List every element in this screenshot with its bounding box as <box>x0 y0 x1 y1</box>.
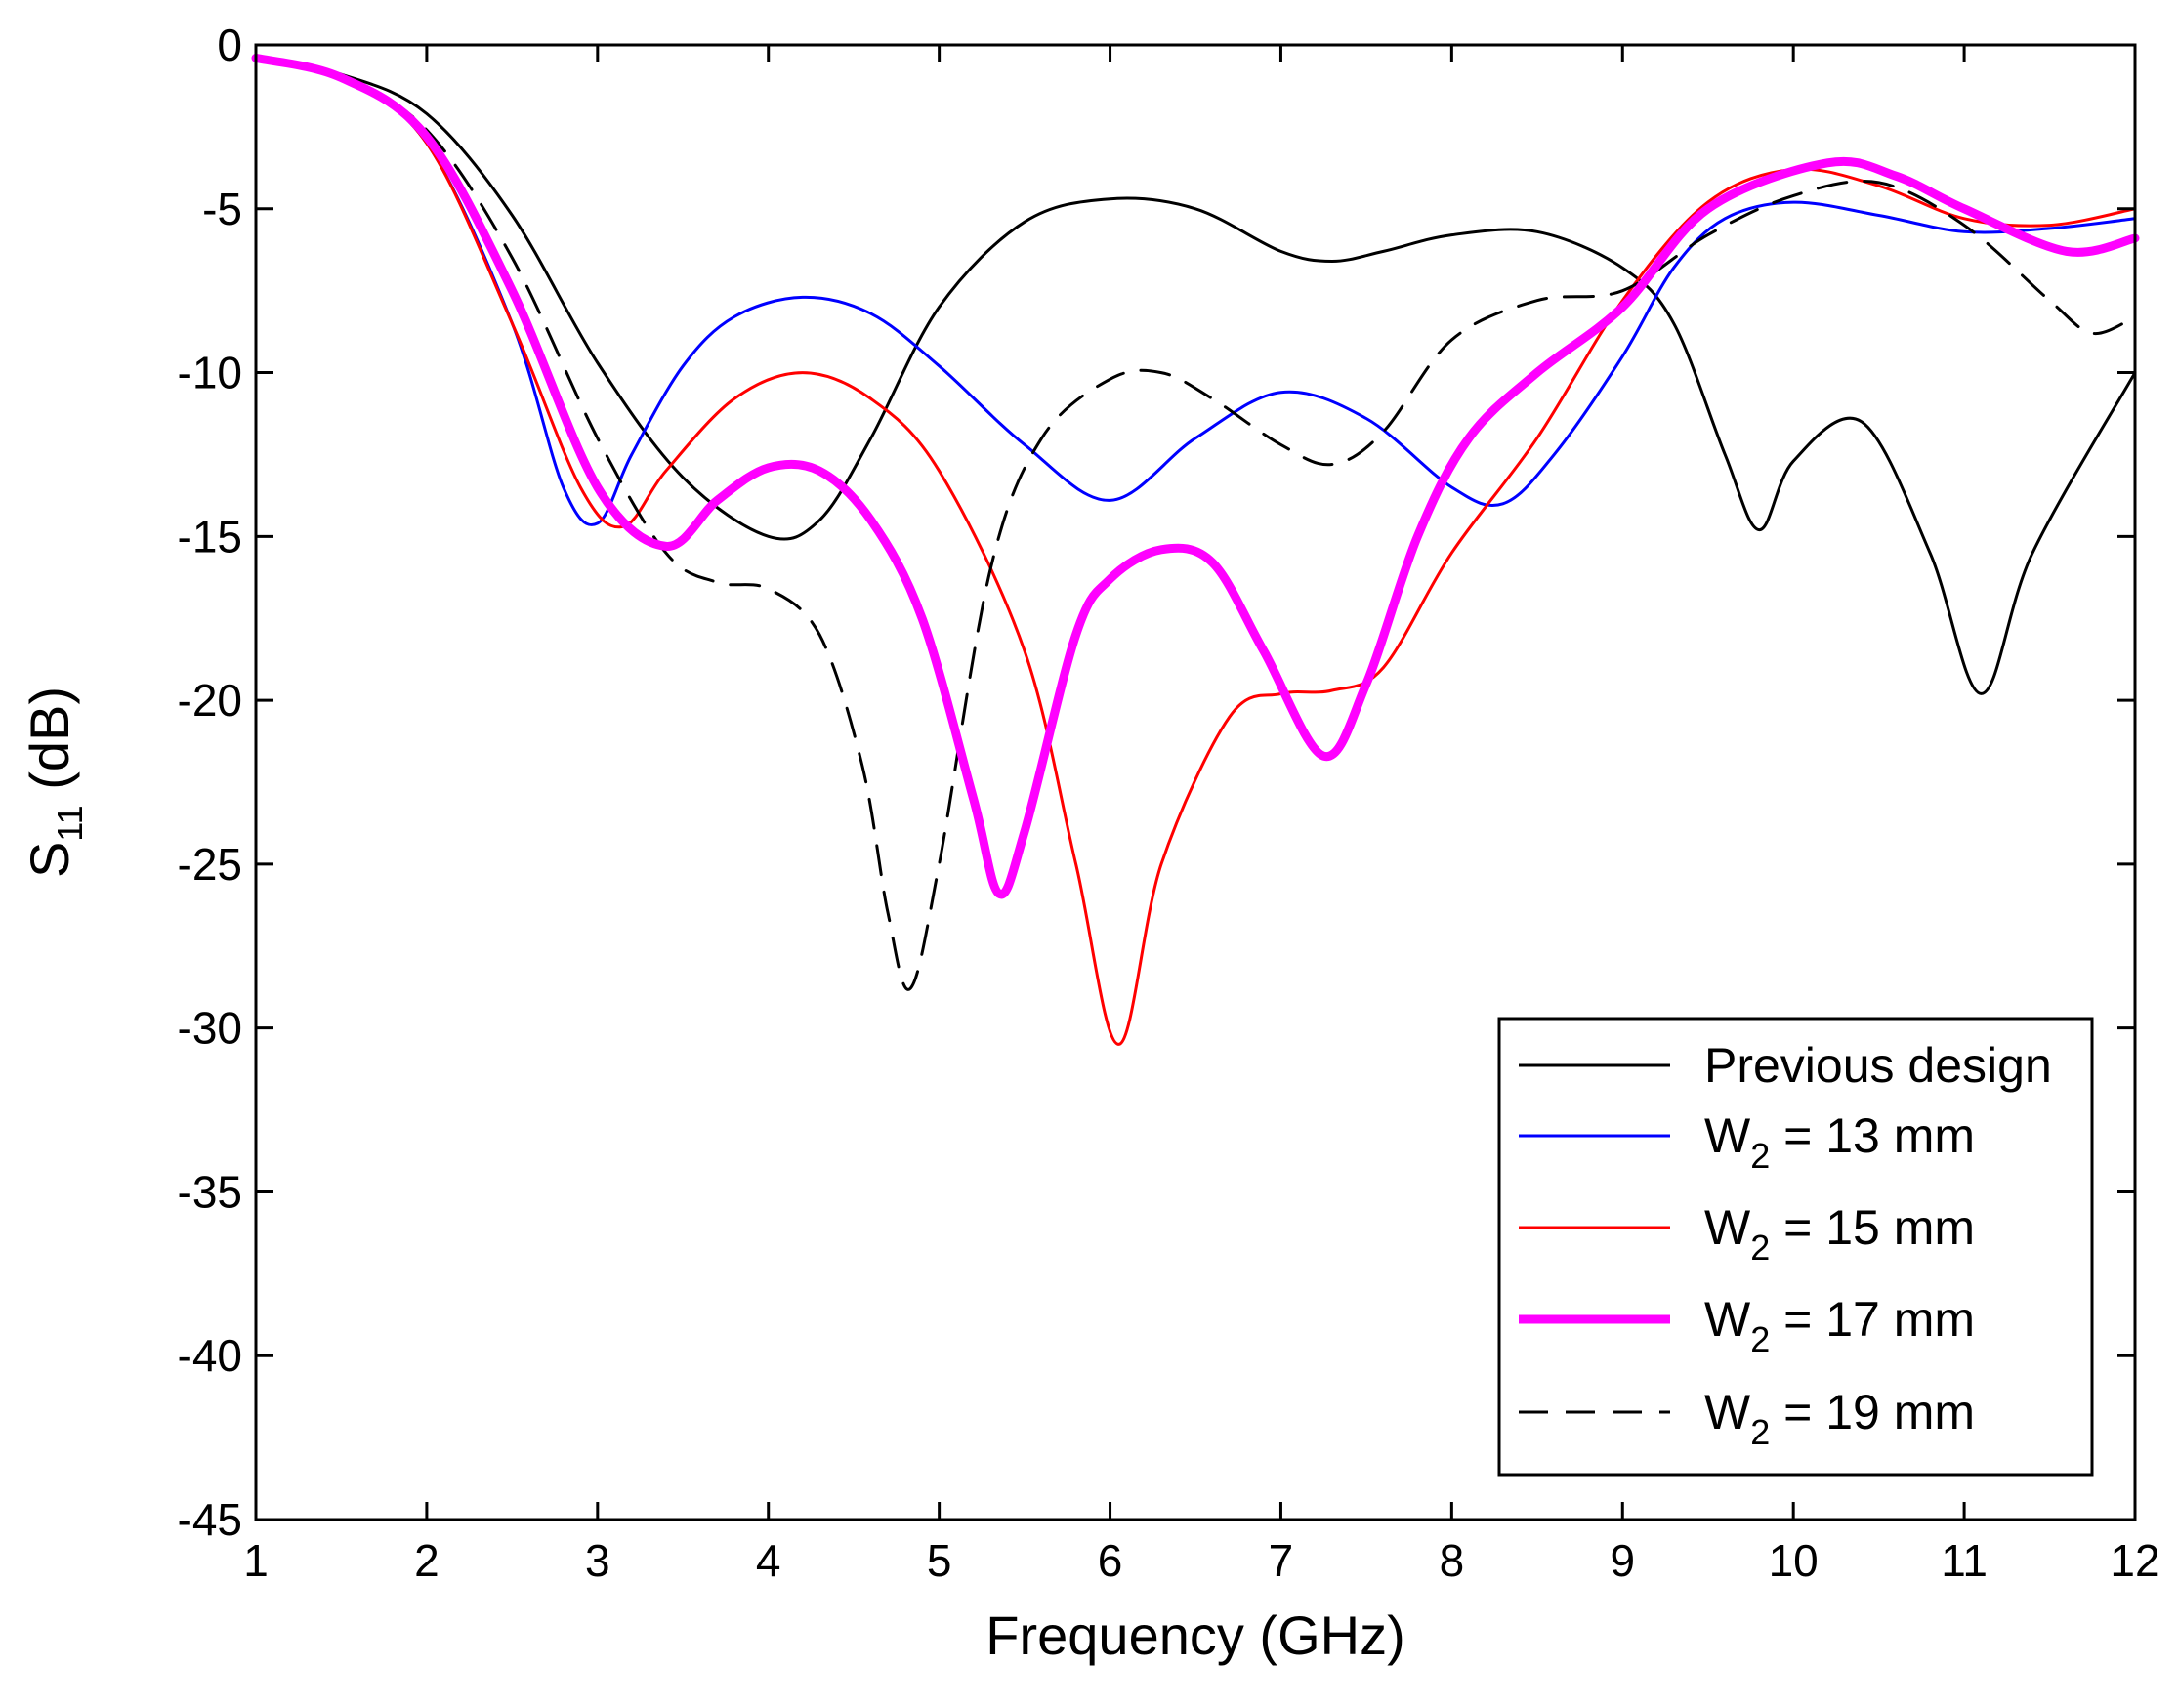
x-tick-label: 2 <box>414 1535 440 1586</box>
x-tick-label: 5 <box>927 1535 952 1586</box>
x-tick-label: 4 <box>756 1535 781 1586</box>
y-tick-label: -10 <box>178 348 242 398</box>
series-line-2 <box>254 56 2137 526</box>
legend-label-suffix: = 15 mm <box>1770 1200 1975 1255</box>
y-tick-label: -40 <box>178 1330 242 1381</box>
legend-label-base: W <box>1704 1292 1751 1347</box>
legend-label-suffix: = 17 mm <box>1770 1292 1975 1347</box>
x-tick-label: 7 <box>1269 1535 1294 1586</box>
legend-label-sub: 2 <box>1750 1319 1770 1359</box>
x-tick-label: 10 <box>1769 1535 1819 1586</box>
series-line-4 <box>251 53 2140 899</box>
series-line-5 <box>254 56 2137 991</box>
legend-label-base: Previous design <box>1704 1038 2052 1093</box>
legend-box <box>1497 1017 2094 1477</box>
legend-label-sub: 2 <box>1750 1412 1770 1452</box>
x-tick-label: 11 <box>1941 1535 1988 1586</box>
y-axis-title-suffix: (dB) <box>19 687 80 805</box>
x-tick-label: 12 <box>2110 1535 2159 1586</box>
y-axis-title: S11 (dB) <box>19 687 90 878</box>
plot-frame <box>254 43 2137 1521</box>
y-tick-label: -35 <box>178 1166 242 1217</box>
series-line-3 <box>254 56 2137 1046</box>
legend-label-base: W <box>1704 1385 1751 1439</box>
y-tick-label: -15 <box>178 511 242 562</box>
legend-label-5: W2 = 19 mm <box>1704 1385 1975 1452</box>
legend-label-suffix: = 19 mm <box>1770 1385 1975 1439</box>
legend-label-base: W <box>1704 1108 1751 1163</box>
legend-label-3: W2 = 15 mm <box>1704 1200 1975 1268</box>
y-tick-label: -45 <box>178 1494 242 1545</box>
y-axis-title-sub: 11 <box>50 805 90 841</box>
legend-label-sub: 2 <box>1750 1228 1770 1268</box>
x-tick-label: 8 <box>1440 1535 1465 1586</box>
y-tick-label: -30 <box>178 1003 242 1054</box>
y-tick-label: -5 <box>202 184 242 234</box>
y-axis-title-base: S <box>19 842 80 878</box>
ticks-layer: 1 2 3 4 5 6 7 8 9 10 11 120-5-10-15-20-25-30-35-40-… <box>178 20 2160 1586</box>
legend-label-base: W <box>1704 1200 1751 1255</box>
y-tick-label: -20 <box>178 675 242 726</box>
y-tick-label: -25 <box>178 839 242 890</box>
legend-label-sub: 2 <box>1750 1136 1770 1176</box>
x-axis-title: Frequency (GHz) <box>985 1604 1404 1666</box>
x-tick-label: 1 <box>243 1535 269 1586</box>
x-tick-label: 9 <box>1610 1535 1635 1586</box>
x-tick-label: 3 <box>585 1535 610 1586</box>
legend-label-2: W2 = 13 mm <box>1704 1108 1975 1176</box>
legend-label-4: W2 = 17 mm <box>1704 1292 1975 1359</box>
y-tick-label: 0 <box>217 20 242 70</box>
series-layer <box>251 53 2140 1046</box>
legend-label-1: Previous design <box>1704 1038 2052 1093</box>
x-tick-label: 6 <box>1098 1535 1123 1586</box>
legend-label-suffix: = 13 mm <box>1770 1108 1975 1163</box>
series-line-1 <box>254 56 2137 695</box>
